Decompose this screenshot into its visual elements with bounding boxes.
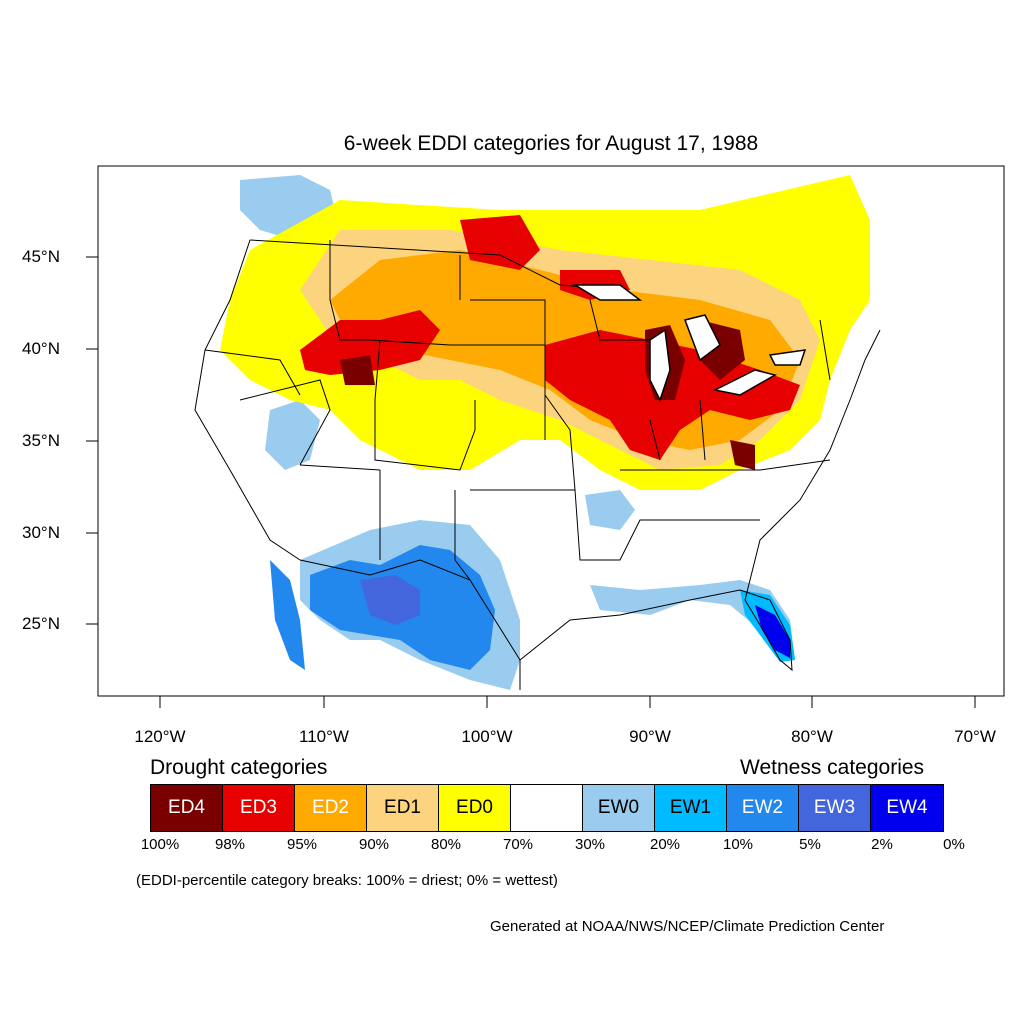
legend-box-ed4: ED4 — [151, 785, 223, 831]
lon-label-110: 110°W — [299, 727, 349, 746]
lon-ticks — [159, 696, 976, 708]
legend-box-ew2: EW2 — [727, 785, 799, 831]
plot-frame — [97, 165, 1005, 697]
legend-box-normal — [511, 785, 583, 831]
category-note: (EDDI-percentile category breaks: 100% =… — [136, 872, 558, 889]
pct-label: 30% — [574, 836, 606, 853]
pct-label: 90% — [358, 836, 390, 853]
pct-label: 0% — [943, 836, 965, 853]
credit-text: Generated at NOAA/NWS/NCEP/Climate Predi… — [490, 918, 885, 935]
lat-ticks — [86, 256, 98, 625]
lat-label-45: 45°N — [22, 247, 60, 266]
drought-heading: Drought categories — [150, 756, 328, 779]
lon-label-70: 70°W — [954, 727, 996, 746]
legend-box-ew3: EW3 — [799, 785, 871, 831]
legend-box-ew0: EW0 — [583, 785, 655, 831]
pct-label: 98% — [214, 836, 246, 853]
pct-label: 80% — [430, 836, 462, 853]
lon-label-100: 100°W — [461, 727, 513, 746]
lat-label-35: 35°N — [22, 431, 60, 450]
pct-label: 100% — [140, 836, 180, 853]
pct-label: 10% — [722, 836, 754, 853]
wetness-heading: Wetness categories — [740, 756, 925, 779]
legend-box-ew1: EW1 — [655, 785, 727, 831]
lon-label-80: 80°W — [791, 727, 833, 746]
lat-label-40: 40°N — [22, 339, 60, 358]
boundaries — [194, 239, 881, 690]
pct-label: 95% — [286, 836, 318, 853]
lon-label-120: 120°W — [134, 727, 186, 746]
pct-label: 5% — [799, 836, 821, 853]
legend-box-ed1: ED1 — [367, 785, 439, 831]
pct-label: 2% — [871, 836, 893, 853]
legend-box-ed0: ED0 — [439, 785, 511, 831]
lat-label-30: 30°N — [22, 523, 60, 542]
legend-color-bar: ED4 ED3 ED2 ED1 ED0 EW0 EW1 EW2 EW3 EW4 — [150, 784, 944, 832]
lat-label-25: 25°N — [22, 614, 60, 633]
pct-label: 20% — [649, 836, 681, 853]
legend-box-ed2: ED2 — [295, 785, 367, 831]
lon-label-90: 90°W — [629, 727, 671, 746]
great-lakes — [572, 284, 807, 402]
map-title: 6-week EDDI categories for August 17, 19… — [343, 132, 759, 155]
legend-box-ed3: ED3 — [223, 785, 295, 831]
legend-box-ew4: EW4 — [871, 785, 943, 831]
pct-label: 70% — [502, 836, 534, 853]
